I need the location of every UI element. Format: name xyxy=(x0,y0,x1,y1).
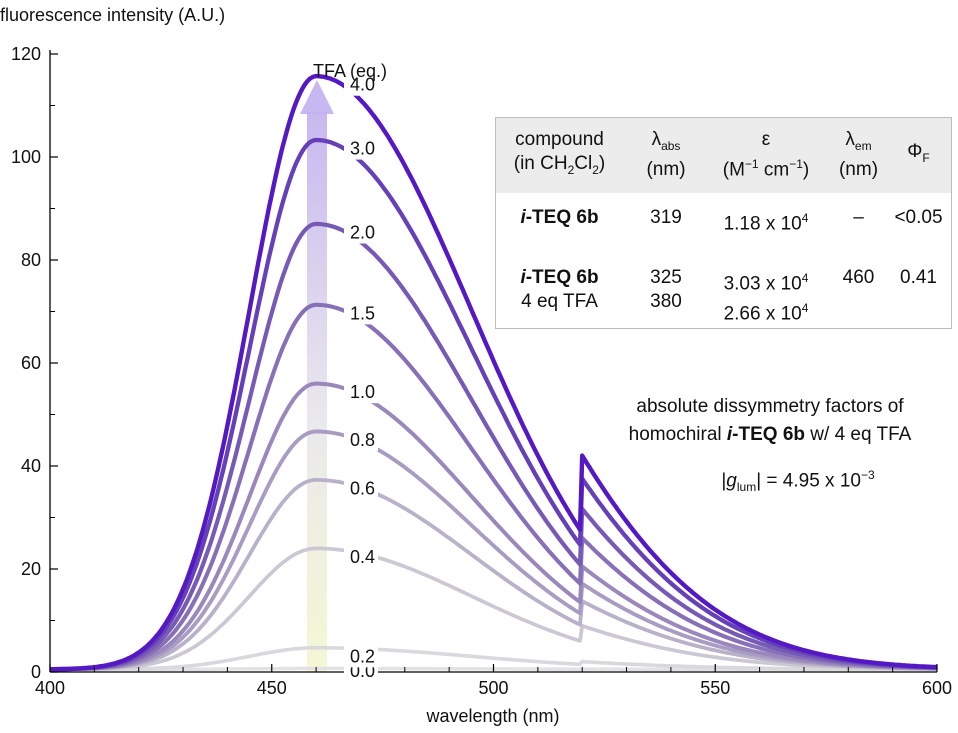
row1-phi: <0.05 xyxy=(894,207,943,228)
header-phi: ΦF xyxy=(907,141,930,165)
y-tick-label-0: 0 xyxy=(31,662,41,682)
series-line-0.4 xyxy=(50,546,938,672)
x-tick-label-550: 550 xyxy=(700,678,730,698)
series-line-1.0 xyxy=(50,381,937,672)
y-tick-label-80: 80 xyxy=(21,250,41,270)
row1-compound: i-TEQ 6b xyxy=(520,207,599,228)
series-label-bg-4.0 xyxy=(344,74,378,96)
series-label-1.0: 1.0 xyxy=(350,382,375,402)
x-tick-label-450: 450 xyxy=(257,678,287,698)
x-axis-title: wavelength (nm) xyxy=(425,706,559,726)
axes: 0 20 40 60 80 100 120 400 450 500 550 600 xyxy=(11,44,952,698)
series-label-bg-0.6 xyxy=(344,478,378,500)
series-line-1.5 xyxy=(50,302,937,672)
series-label-bg-0.8 xyxy=(344,430,378,452)
row2-epsilon: 3.03 x 104 2.66 x 104 xyxy=(723,271,809,325)
row1-labs: 319 xyxy=(650,207,682,228)
dissymmetry-annotation: absolute dissymmetry factors of homochir… xyxy=(628,396,912,445)
series-label-0.4: 0.4 xyxy=(350,547,375,567)
series-label-bg-1.5 xyxy=(344,303,378,325)
row2-lem: 460 xyxy=(842,267,875,288)
y-axis-title: fluorescence intensity (A.U.) xyxy=(0,5,225,25)
series-label-bg-2.0 xyxy=(344,222,378,244)
y-tick-label-20: 20 xyxy=(21,559,41,579)
header-epsilon: ε (M−1 cm−1) xyxy=(722,129,810,181)
y-tick-label-60: 60 xyxy=(21,353,41,373)
table-header-band xyxy=(496,118,951,193)
series-line-2.0 xyxy=(50,221,938,672)
series-label-0.2: 0.2 xyxy=(350,646,375,666)
series-label-3.0: 3.0 xyxy=(350,139,375,159)
y-tick-label-120: 120 xyxy=(11,44,41,64)
tfa-direction-arrow xyxy=(300,80,334,672)
row2-compound: i-TEQ 6b 4 eq TFA xyxy=(520,267,599,312)
x-tick-label-500: 500 xyxy=(478,678,508,698)
x-tick-label-600: 600 xyxy=(922,678,952,698)
row2-phi: 0.41 xyxy=(900,267,937,288)
row2-labs: 325 380 xyxy=(650,267,682,312)
series-label-0.6: 0.6 xyxy=(350,478,375,498)
series-label-1.5: 1.5 xyxy=(350,303,375,323)
series-curves xyxy=(50,73,938,672)
row1-lem: – xyxy=(853,207,864,228)
row1-epsilon: 1.18 x 104 xyxy=(723,211,809,235)
x-tick-label-400: 400 xyxy=(35,678,65,698)
series-label-2.0: 2.0 xyxy=(350,223,375,243)
header-lambda-em: λem (nm) xyxy=(838,129,879,180)
g-lum-value: |glum| = 4.95 x 10−3 xyxy=(721,468,875,495)
header-lambda-abs: λabs (nm) xyxy=(646,129,686,180)
series-label-4.0: 4.0 xyxy=(350,75,375,95)
series-line-0.2 xyxy=(50,646,937,672)
series-line-0.6 xyxy=(50,478,937,672)
header-compound: compound (in CH2Cl2) xyxy=(513,129,606,177)
y-tick-label-40: 40 xyxy=(21,456,41,476)
series-label-bg-3.0 xyxy=(344,138,378,160)
photophysical-data-table: compound (in CH2Cl2) λabs (nm) ε (M−1 cm… xyxy=(495,117,952,329)
y-tick-label-100: 100 xyxy=(11,147,41,167)
series-label-bg-0.2 xyxy=(344,646,378,668)
series-labels: 0.00.20.40.60.81.01.52.03.04.0 xyxy=(344,74,378,682)
series-label-bg-0.4 xyxy=(344,546,378,568)
series-line-3.0 xyxy=(50,137,938,672)
series-label-0.8: 0.8 xyxy=(350,430,375,450)
legend-title: TFA (eq.) xyxy=(313,61,387,81)
series-line-4.0 xyxy=(50,73,938,672)
series-label-bg-1.0 xyxy=(344,382,378,404)
